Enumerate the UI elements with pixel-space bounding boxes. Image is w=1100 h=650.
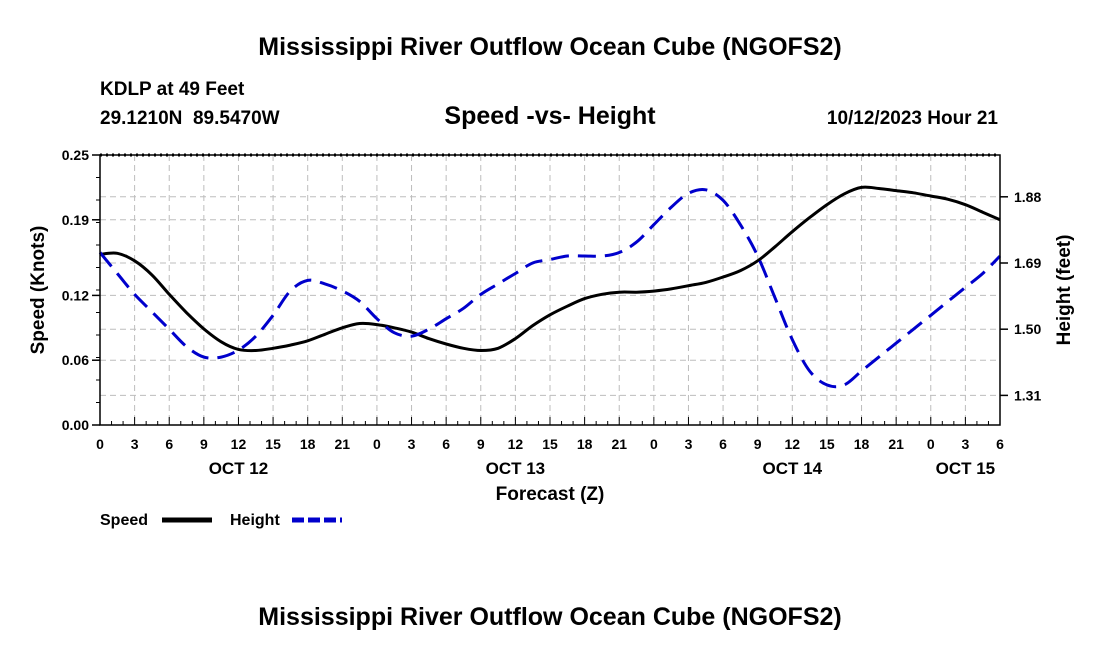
y2-tick-label: 1.69 xyxy=(1014,255,1041,271)
station-label: KDLP at 49 Feet xyxy=(100,79,245,100)
forecast-timestamp: 10/12/2023 Hour 21 xyxy=(827,108,999,129)
x-tick-label: 21 xyxy=(611,436,627,452)
x-tick-label: 9 xyxy=(754,436,762,452)
x-tick-label: 15 xyxy=(819,436,835,452)
day-label: OCT 14 xyxy=(763,459,823,478)
chart-title: Mississippi River Outflow Ocean Cube (NG… xyxy=(258,33,841,61)
x-tick-label: 18 xyxy=(854,436,870,452)
x-tick-label: 0 xyxy=(373,436,381,452)
day-label: OCT 12 xyxy=(209,459,269,478)
x-tick-label: 15 xyxy=(542,436,558,452)
x-tick-label: 18 xyxy=(577,436,593,452)
x-tick-label: 3 xyxy=(685,436,693,452)
x-tick-label: 6 xyxy=(996,436,1004,452)
legend-label-height: Height xyxy=(230,512,280,529)
y-tick-label: 0.25 xyxy=(62,147,89,163)
x-tick-label: 9 xyxy=(200,436,208,452)
series-lines xyxy=(98,185,1002,389)
x-tick-label: 0 xyxy=(927,436,935,452)
x-tick-label: 15 xyxy=(265,436,281,452)
x-tick-label: 3 xyxy=(408,436,416,452)
series-line-height xyxy=(98,187,1002,389)
y2-axis-label: Height (feet) xyxy=(1054,235,1075,346)
y-tick-label: 0.00 xyxy=(62,417,89,433)
y2-tick-label: 1.31 xyxy=(1014,387,1041,403)
x-tick-label: 6 xyxy=(719,436,727,452)
footer-title: Mississippi River Outflow Ocean Cube (NG… xyxy=(258,603,841,631)
x-tick-label: 0 xyxy=(96,436,104,452)
x-tick-label: 12 xyxy=(231,436,247,452)
axes: 0 3 6 9 12 15 18 21 0 3 6 9 12 15 18 21 0 3 6 9 12 15 18 21 0 3 6O… xyxy=(62,147,1042,478)
y-tick-label: 0.12 xyxy=(62,287,89,303)
y-axis-label: Speed (Knots) xyxy=(28,226,49,355)
x-axis-label: Forecast (Z) xyxy=(496,484,605,505)
chart-subtitle: Speed -vs- Height xyxy=(444,102,656,130)
x-tick-label: 3 xyxy=(961,436,969,452)
y-tick-label: 0.19 xyxy=(62,212,89,228)
x-tick-label: 12 xyxy=(785,436,801,452)
day-label: OCT 13 xyxy=(486,459,546,478)
day-label: OCT 15 xyxy=(936,459,996,478)
x-tick-label: 18 xyxy=(300,436,316,452)
x-tick-label: 6 xyxy=(442,436,450,452)
x-tick-label: 0 xyxy=(650,436,658,452)
legend-label-speed: Speed xyxy=(100,512,148,529)
y-tick-label: 0.06 xyxy=(62,352,89,368)
x-tick-label: 21 xyxy=(888,436,904,452)
legend: Speed Height xyxy=(100,512,342,529)
y2-tick-label: 1.50 xyxy=(1014,321,1041,337)
x-tick-label: 6 xyxy=(165,436,173,452)
y2-tick-label: 1.88 xyxy=(1014,189,1041,205)
x-tick-label: 21 xyxy=(335,436,351,452)
x-tick-label: 3 xyxy=(131,436,139,452)
grid xyxy=(100,155,1000,425)
x-tick-label: 9 xyxy=(477,436,485,452)
station-coords: 29.1210N 89.5470W xyxy=(100,108,280,129)
x-tick-label: 12 xyxy=(508,436,524,452)
series-line-speed xyxy=(99,185,1001,353)
